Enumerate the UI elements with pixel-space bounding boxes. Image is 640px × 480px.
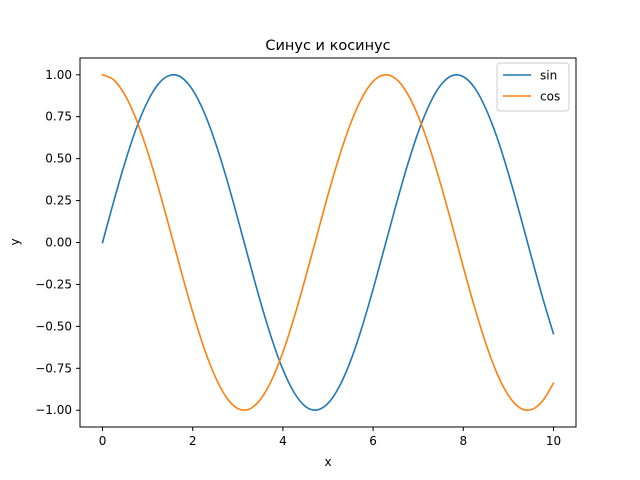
legend-box xyxy=(496,62,570,112)
x-tick-label: 4 xyxy=(279,434,287,448)
x-tick-label: 8 xyxy=(459,434,467,448)
y-tick-label: −0.75 xyxy=(35,361,72,375)
legend: sin cos xyxy=(496,62,570,112)
legend-label-cos: cos xyxy=(540,90,560,104)
y-tick-label: 0.75 xyxy=(45,110,72,124)
x-tick-label: 2 xyxy=(189,434,197,448)
x-axis-label: x xyxy=(324,455,331,469)
y-tick-label: 0.25 xyxy=(45,194,72,208)
x-axis: 0 2 4 6 8 10 xyxy=(99,427,561,448)
plot-area xyxy=(101,73,555,411)
y-axis: 1.00 0.75 0.50 0.25 0.00 −0.25 −0.50 −0.75 −1.00 xyxy=(35,68,80,417)
x-tick-label: 6 xyxy=(369,434,377,448)
y-tick-label: 0.50 xyxy=(45,152,72,166)
legend-label-sin: sin xyxy=(540,69,557,83)
y-axis-label: y xyxy=(8,238,22,245)
y-tick-label: −0.25 xyxy=(35,277,72,291)
y-tick-label: −1.00 xyxy=(35,403,72,417)
y-tick-label: 1.00 xyxy=(45,68,72,82)
y-tick-label: 0.00 xyxy=(45,236,72,250)
chart-title: Синус и косинус xyxy=(265,38,390,54)
x-tick-label: 0 xyxy=(99,434,107,448)
series-line-cos xyxy=(101,73,555,411)
x-tick-label: 10 xyxy=(546,434,561,448)
y-tick-label: −0.50 xyxy=(35,319,72,333)
series-line-sin xyxy=(101,73,555,411)
